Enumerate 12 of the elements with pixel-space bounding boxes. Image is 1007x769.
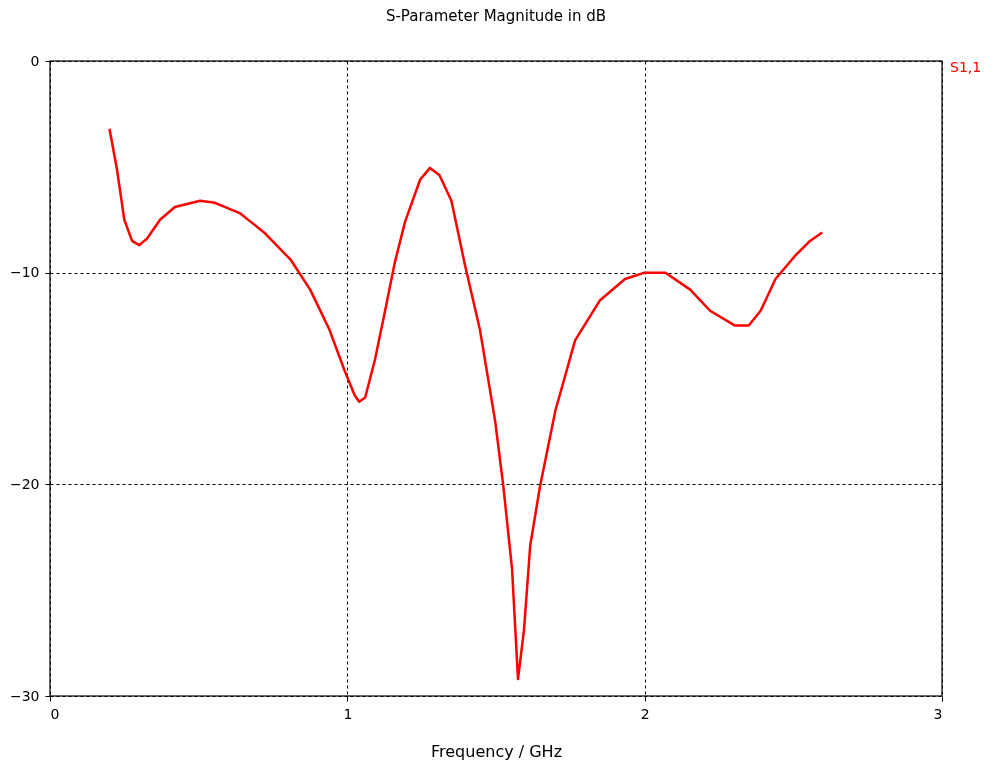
x-tick-label: 3 bbox=[933, 705, 943, 722]
line-series bbox=[108, 127, 824, 681]
x-tick-label: 2 bbox=[640, 705, 650, 722]
y-tick-label: 0 bbox=[30, 52, 40, 69]
y-tick-label: −20 bbox=[9, 475, 40, 492]
x-tick-label: 0 bbox=[50, 705, 60, 722]
x-axis-title: Frequency / GHz bbox=[430, 741, 563, 761]
chart-title: S-Parameter Magnitude in dB bbox=[385, 7, 607, 25]
y-tick-label: −10 bbox=[9, 264, 40, 281]
text: S1,1 bbox=[950, 59, 982, 75]
x-tick-label: 1 bbox=[343, 705, 353, 722]
y-tick-label: −30 bbox=[9, 687, 40, 704]
